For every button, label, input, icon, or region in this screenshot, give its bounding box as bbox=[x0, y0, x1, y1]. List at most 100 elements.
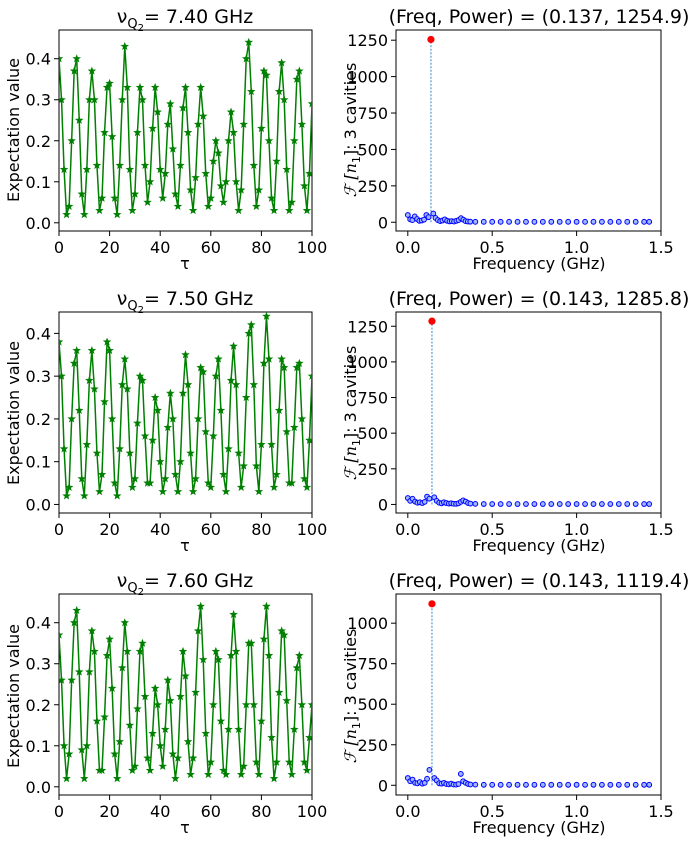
data-point bbox=[523, 781, 529, 788]
y-tick-label: 0 bbox=[378, 776, 388, 795]
data-point bbox=[231, 646, 241, 656]
data-point bbox=[178, 103, 188, 112]
data-point bbox=[92, 448, 102, 457]
data-point bbox=[599, 781, 605, 788]
data-point bbox=[284, 205, 294, 215]
data-point bbox=[117, 95, 127, 104]
y-tick-label: 1250 bbox=[347, 317, 388, 336]
data-point bbox=[77, 474, 87, 483]
data-point bbox=[641, 218, 648, 225]
data-point bbox=[607, 501, 614, 507]
data-point bbox=[599, 218, 605, 225]
data-point bbox=[181, 350, 190, 359]
data-point bbox=[221, 487, 231, 496]
x-tick-label: 60 bbox=[201, 802, 221, 821]
data-point bbox=[173, 201, 183, 211]
data-point bbox=[188, 205, 198, 215]
data-point bbox=[615, 501, 622, 507]
data-point bbox=[231, 380, 241, 389]
data-point bbox=[163, 119, 173, 128]
data-point bbox=[489, 501, 496, 507]
data-point bbox=[155, 741, 165, 750]
y-tick-label: 1000 bbox=[347, 353, 388, 372]
data-point bbox=[80, 774, 89, 783]
data-point bbox=[455, 781, 462, 787]
data-point bbox=[523, 501, 529, 507]
data-point bbox=[209, 156, 218, 165]
series-group bbox=[404, 35, 653, 225]
data-point bbox=[107, 132, 117, 141]
data-point bbox=[247, 87, 256, 96]
data-point bbox=[158, 193, 168, 202]
x-tick-label: 0.0 bbox=[395, 802, 420, 821]
data-point bbox=[148, 435, 157, 444]
data-point bbox=[257, 440, 266, 449]
plot-area-5: 0 20 40 60 80 100 0.0 0.1 0.2 0.3 0.4 bbox=[26, 593, 328, 821]
x-tick-label: 100 bbox=[297, 802, 328, 821]
data-point bbox=[272, 757, 281, 766]
data-point bbox=[160, 474, 170, 483]
data-point bbox=[62, 774, 71, 783]
data-point bbox=[102, 651, 112, 660]
data-point bbox=[100, 712, 109, 721]
data-point bbox=[203, 478, 213, 487]
series-line bbox=[59, 42, 312, 215]
x-tick-label: 0.5 bbox=[479, 238, 504, 257]
data-point bbox=[267, 193, 276, 202]
data-point bbox=[59, 95, 66, 104]
data-point bbox=[302, 205, 312, 215]
data-point bbox=[221, 177, 231, 186]
data-point bbox=[188, 753, 198, 762]
y-tick-label: 0.2 bbox=[26, 410, 51, 429]
data-point bbox=[82, 440, 92, 449]
data-point bbox=[236, 482, 246, 491]
data-point bbox=[305, 435, 312, 444]
y-tick-label: 0.0 bbox=[26, 778, 51, 797]
data-point bbox=[624, 218, 631, 225]
data-point bbox=[573, 501, 580, 507]
x-tick-label: 0 bbox=[54, 802, 64, 821]
data-point bbox=[183, 737, 193, 746]
data-point bbox=[97, 470, 107, 479]
data-point bbox=[425, 214, 432, 221]
data-point bbox=[64, 482, 74, 491]
data-point bbox=[198, 111, 208, 120]
data-point bbox=[467, 218, 474, 225]
data-point bbox=[82, 164, 92, 174]
x-tick-label: 80 bbox=[251, 802, 271, 821]
plot-area-1: 0 20 40 60 80 100 0.0 0.1 0.2 0.3 0.4 bbox=[26, 29, 327, 257]
data-point bbox=[72, 54, 81, 63]
chart-title-4: (Freq, Power) = (0.143, 1285.8) bbox=[389, 288, 690, 310]
data-point bbox=[297, 700, 307, 709]
data-point bbox=[239, 119, 248, 128]
data-point bbox=[181, 82, 190, 92]
data-point bbox=[244, 37, 254, 46]
data-point bbox=[305, 169, 312, 178]
data-point bbox=[219, 765, 228, 775]
plot-area-4: 0.0 0.5 1.0 1.5 0 250 500 750 1000 1250 bbox=[347, 311, 674, 539]
data-point bbox=[112, 491, 122, 500]
data-point bbox=[646, 218, 653, 225]
series-group bbox=[59, 312, 312, 500]
data-point bbox=[138, 638, 147, 647]
data-point bbox=[77, 189, 87, 198]
data-point bbox=[82, 741, 92, 750]
data-point bbox=[115, 737, 124, 746]
data-point bbox=[176, 160, 185, 170]
data-point bbox=[646, 501, 653, 507]
data-point bbox=[201, 169, 211, 178]
data-point bbox=[107, 683, 117, 692]
data-point bbox=[514, 218, 521, 225]
data-point bbox=[307, 371, 312, 380]
panel-4: 0.0 0.5 1.0 1.5 0 250 500 750 1000 1250 (Freq, Po… bbox=[341, 288, 689, 555]
data-point bbox=[277, 626, 286, 635]
data-point bbox=[196, 363, 205, 372]
data-point bbox=[282, 164, 291, 174]
data-point bbox=[133, 128, 142, 137]
data-point bbox=[153, 405, 162, 414]
x-tick-label: 1.5 bbox=[648, 238, 673, 257]
data-point bbox=[624, 781, 631, 788]
data-point bbox=[171, 189, 180, 198]
data-point bbox=[282, 427, 291, 436]
